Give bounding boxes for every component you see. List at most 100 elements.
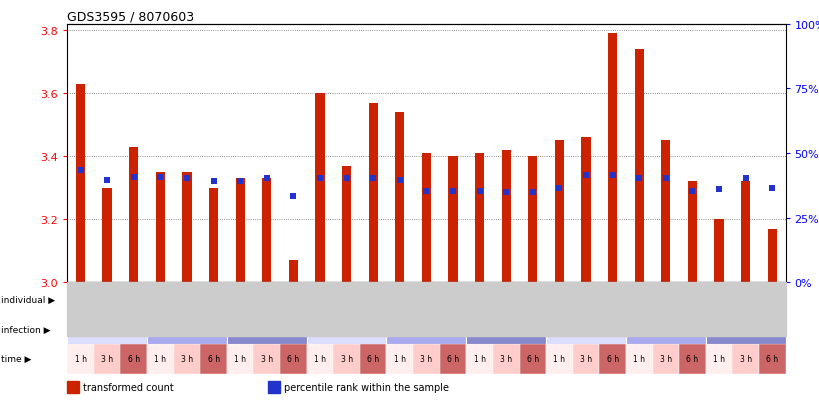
Bar (705, 344, 731, 374)
Bar (634, 50, 643, 282)
Text: 6 h: 6 h (367, 354, 379, 363)
Bar (660, 141, 670, 282)
Text: 3 h: 3 h (659, 354, 671, 363)
Text: 1 h: 1 h (632, 354, 645, 363)
Bar (315, 94, 324, 282)
Bar (599, 344, 625, 374)
Text: 3 h: 3 h (101, 354, 113, 363)
Bar (93, 344, 120, 374)
Bar (174, 344, 200, 374)
Bar (280, 344, 306, 374)
Text: transformed count: transformed count (83, 382, 174, 392)
Text: mock: mock (331, 324, 361, 334)
Text: H5N1: H5N1 (251, 324, 282, 334)
Bar (306, 314, 386, 344)
Text: percentile rank within the sample: percentile rank within the sample (284, 382, 449, 392)
Text: 3 h: 3 h (500, 354, 512, 363)
Bar (767, 229, 776, 282)
Text: H5N1: H5N1 (491, 324, 521, 334)
Text: individual ▶: individual ▶ (1, 295, 55, 304)
Text: H1N1: H1N1 (171, 324, 202, 334)
Text: infection ▶: infection ▶ (1, 325, 50, 334)
Bar (227, 314, 306, 344)
Text: 6 h: 6 h (287, 354, 299, 363)
Bar (545, 344, 572, 374)
Text: 3 h: 3 h (420, 354, 432, 363)
Bar (439, 344, 466, 374)
Bar (554, 141, 563, 282)
Bar (306, 285, 545, 314)
Bar (421, 154, 431, 282)
Text: 1 h: 1 h (713, 354, 724, 363)
Text: donor 3: donor 3 (644, 294, 686, 304)
Text: 6 h: 6 h (128, 354, 140, 363)
Bar (581, 138, 590, 282)
Bar (474, 154, 484, 282)
Bar (76, 85, 85, 282)
Bar (625, 314, 705, 344)
Text: donor 2: donor 2 (405, 294, 447, 304)
Bar (67, 344, 93, 374)
Text: GDS3595 / 8070603: GDS3595 / 8070603 (67, 11, 194, 24)
Bar (102, 188, 111, 282)
Text: 1 h: 1 h (553, 354, 565, 363)
Bar (572, 344, 599, 374)
Bar (235, 179, 245, 282)
Bar (368, 103, 378, 282)
Text: donor 1: donor 1 (165, 294, 208, 304)
Bar (360, 344, 386, 374)
Text: 1 h: 1 h (473, 354, 485, 363)
Bar (625, 344, 652, 374)
Text: 1 h: 1 h (234, 354, 246, 363)
Bar (678, 344, 705, 374)
Bar (466, 314, 545, 344)
Bar (545, 314, 625, 344)
Text: 3 h: 3 h (579, 354, 591, 363)
Text: 3 h: 3 h (181, 354, 192, 363)
Bar (306, 344, 333, 374)
Bar (67, 285, 306, 314)
Text: H1N1: H1N1 (649, 324, 681, 334)
Text: 6 h: 6 h (765, 354, 777, 363)
Bar (253, 344, 280, 374)
Bar (386, 314, 466, 344)
Bar (333, 344, 360, 374)
Text: 1 h: 1 h (393, 354, 405, 363)
Bar (527, 157, 536, 282)
Bar (395, 113, 404, 282)
Text: 3 h: 3 h (260, 354, 273, 363)
Bar (501, 150, 510, 282)
Bar (466, 344, 492, 374)
Text: 1 h: 1 h (75, 354, 87, 363)
Bar (129, 147, 138, 282)
Bar (288, 261, 297, 282)
Text: 6 h: 6 h (686, 354, 698, 363)
Bar (713, 220, 723, 282)
Text: 6 h: 6 h (526, 354, 538, 363)
Bar (147, 344, 174, 374)
Bar (120, 344, 147, 374)
Text: 6 h: 6 h (207, 354, 219, 363)
Bar (413, 344, 439, 374)
Bar (209, 188, 218, 282)
Text: time ▶: time ▶ (1, 354, 31, 363)
Bar (386, 344, 413, 374)
Bar (67, 381, 79, 393)
Text: 3 h: 3 h (340, 354, 352, 363)
Bar (227, 344, 253, 374)
Bar (652, 344, 678, 374)
Bar (67, 314, 147, 344)
Text: mock: mock (92, 324, 122, 334)
Text: 6 h: 6 h (606, 354, 618, 363)
Text: 1 h: 1 h (314, 354, 326, 363)
Bar (758, 344, 785, 374)
Bar (740, 182, 749, 282)
Bar (731, 344, 758, 374)
Text: H1N1: H1N1 (410, 324, 441, 334)
Bar (705, 314, 785, 344)
Bar (492, 344, 519, 374)
Text: 1 h: 1 h (154, 354, 166, 363)
Bar (268, 381, 279, 393)
Bar (607, 34, 617, 282)
Bar (262, 179, 271, 282)
